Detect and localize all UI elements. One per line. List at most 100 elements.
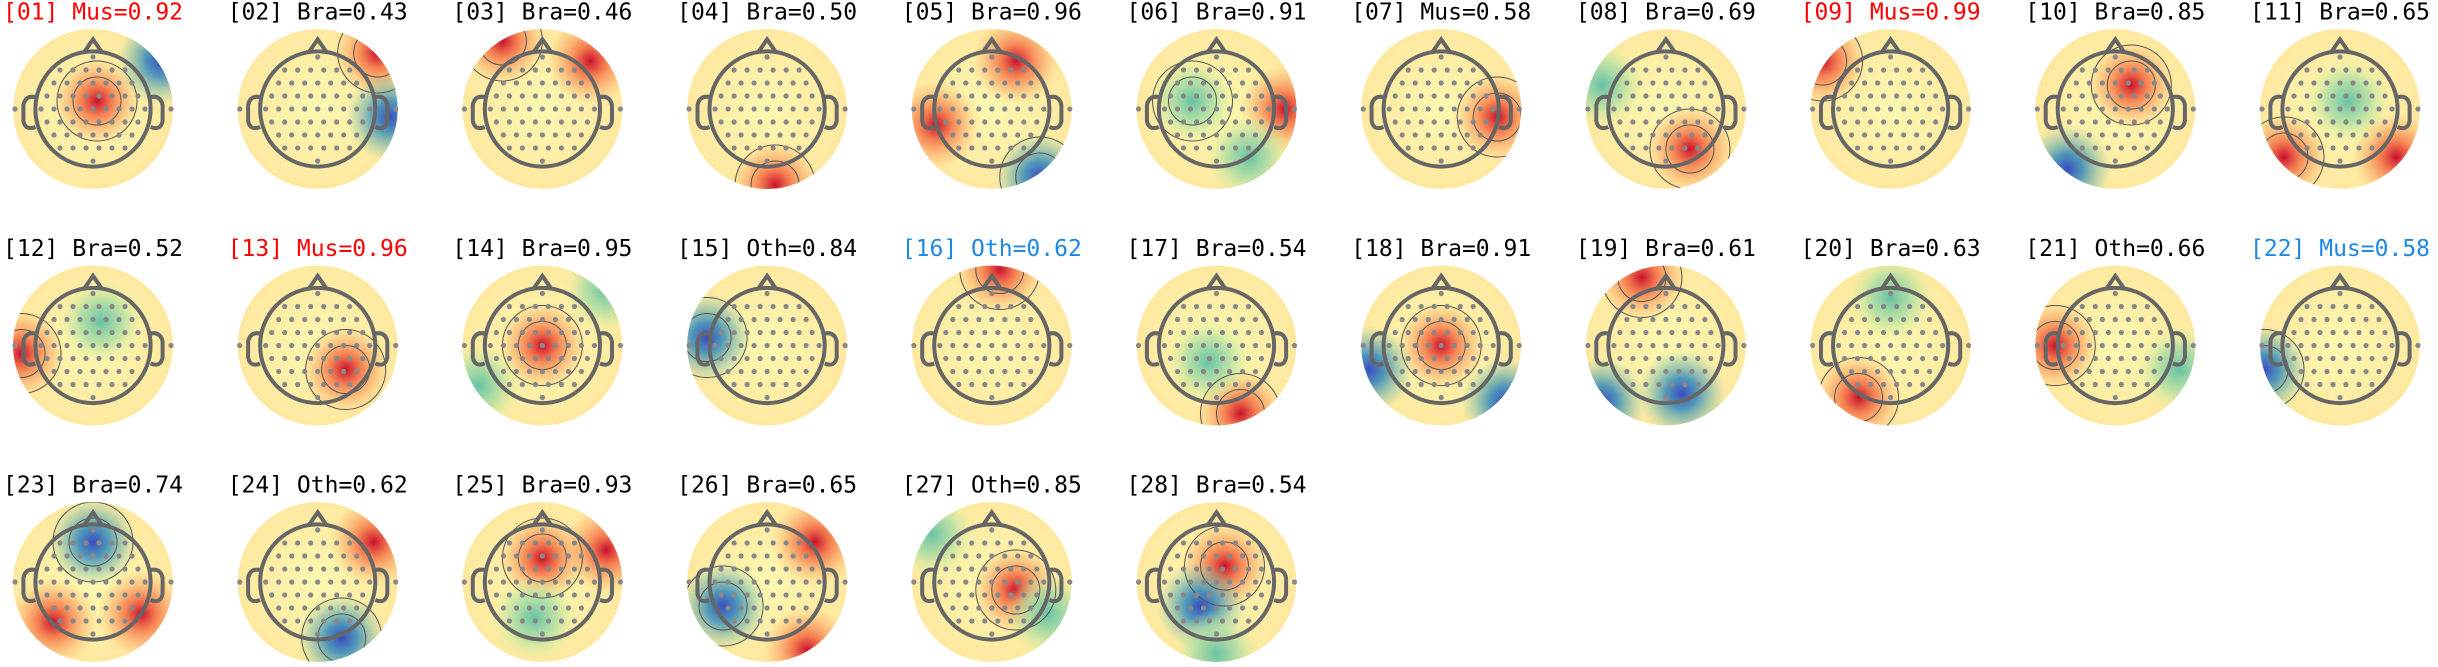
electrode bbox=[1669, 119, 1675, 125]
electrode bbox=[1008, 592, 1014, 598]
electrode bbox=[1637, 80, 1643, 86]
electrode bbox=[969, 592, 975, 598]
electrode bbox=[803, 553, 809, 559]
electrode bbox=[1002, 80, 1008, 86]
electrode bbox=[1412, 106, 1418, 112]
electrode bbox=[2092, 303, 2098, 310]
electrode bbox=[1213, 132, 1220, 138]
electrode bbox=[1219, 67, 1226, 73]
electrode bbox=[1490, 342, 1496, 349]
electrode bbox=[1643, 93, 1649, 99]
electrode bbox=[751, 553, 757, 559]
electrode bbox=[558, 93, 565, 99]
electrode bbox=[64, 368, 70, 375]
component-label: [04] Bra=0.50 bbox=[677, 0, 857, 26]
electrode bbox=[315, 80, 321, 86]
component: [01] Mus=0.92 bbox=[3, 0, 183, 189]
electrode bbox=[1689, 132, 1695, 138]
electrode bbox=[1219, 145, 1226, 151]
electrode bbox=[2151, 342, 2157, 349]
electrode bbox=[334, 566, 340, 572]
electrode bbox=[2324, 316, 2330, 323]
electrode bbox=[1464, 80, 1470, 86]
electrode bbox=[777, 553, 783, 559]
electrode bbox=[2343, 381, 2349, 388]
electrode bbox=[744, 93, 750, 99]
electrode bbox=[506, 303, 512, 310]
electrode bbox=[500, 80, 506, 86]
electrode bbox=[1239, 368, 1246, 375]
electrode bbox=[725, 316, 731, 323]
electrode bbox=[744, 119, 750, 125]
electrode bbox=[764, 553, 770, 559]
electrode bbox=[1245, 119, 1252, 125]
ear-right bbox=[1498, 331, 1513, 367]
electrode bbox=[1213, 394, 1220, 401]
electrode bbox=[2376, 368, 2382, 375]
electrode bbox=[308, 119, 314, 125]
electrode bbox=[2190, 342, 2196, 349]
electrode bbox=[1034, 566, 1040, 572]
electrode bbox=[263, 579, 269, 585]
electrode bbox=[757, 67, 763, 73]
ear-left bbox=[695, 567, 711, 604]
electrode bbox=[282, 618, 288, 624]
contour bbox=[68, 517, 118, 567]
head bbox=[482, 49, 603, 169]
electrode bbox=[2285, 106, 2291, 112]
electrode bbox=[1650, 342, 1656, 349]
electrode bbox=[1927, 368, 1933, 375]
electrode bbox=[1907, 119, 1913, 125]
electrode bbox=[269, 329, 275, 336]
electrode bbox=[1252, 553, 1259, 559]
electrode bbox=[1431, 145, 1437, 151]
electrode bbox=[2350, 80, 2356, 86]
electrode bbox=[995, 93, 1001, 99]
electrode bbox=[2317, 93, 2323, 99]
electrode bbox=[1438, 316, 1444, 323]
electrode bbox=[334, 145, 340, 151]
component-label: [20] Bra=0.63 bbox=[1801, 236, 1981, 262]
electrode bbox=[1444, 303, 1450, 310]
electrode bbox=[1200, 368, 1207, 375]
electrode bbox=[1015, 553, 1021, 559]
component: [17] Bra=0.54 bbox=[1127, 236, 1307, 426]
electrode bbox=[1875, 316, 1881, 323]
electrode bbox=[1470, 329, 1476, 336]
electrode bbox=[725, 106, 731, 112]
electrode bbox=[321, 67, 327, 73]
electrode bbox=[2415, 342, 2421, 349]
electrode bbox=[263, 342, 269, 349]
electrode bbox=[2350, 342, 2356, 349]
electrode bbox=[1187, 106, 1194, 112]
electrode bbox=[1933, 93, 1939, 99]
electrode bbox=[738, 342, 744, 349]
electrode bbox=[816, 342, 822, 349]
electrode bbox=[2164, 106, 2170, 112]
electrode bbox=[1174, 132, 1181, 138]
electrode bbox=[943, 355, 949, 362]
electrode bbox=[1180, 592, 1187, 598]
electrode bbox=[744, 145, 750, 151]
electrode bbox=[1206, 329, 1213, 336]
electrode bbox=[1232, 592, 1239, 598]
electrode bbox=[354, 106, 360, 112]
electrode bbox=[1193, 355, 1200, 362]
electrode bbox=[545, 119, 552, 125]
component-label: [21] Oth=0.66 bbox=[2025, 236, 2205, 262]
electrode bbox=[500, 605, 506, 611]
electrode bbox=[571, 381, 578, 388]
electrode bbox=[1232, 119, 1239, 125]
electrode bbox=[51, 316, 57, 323]
electrode bbox=[135, 566, 141, 572]
electrode bbox=[1966, 106, 1972, 112]
nose bbox=[1205, 35, 1228, 54]
electrode bbox=[168, 106, 174, 112]
electrode bbox=[1015, 132, 1021, 138]
electrode bbox=[989, 290, 995, 297]
ear-left bbox=[695, 331, 711, 367]
electrode bbox=[1741, 106, 1747, 112]
electrode bbox=[1028, 132, 1034, 138]
electrode bbox=[539, 368, 546, 375]
electrode bbox=[64, 605, 70, 611]
